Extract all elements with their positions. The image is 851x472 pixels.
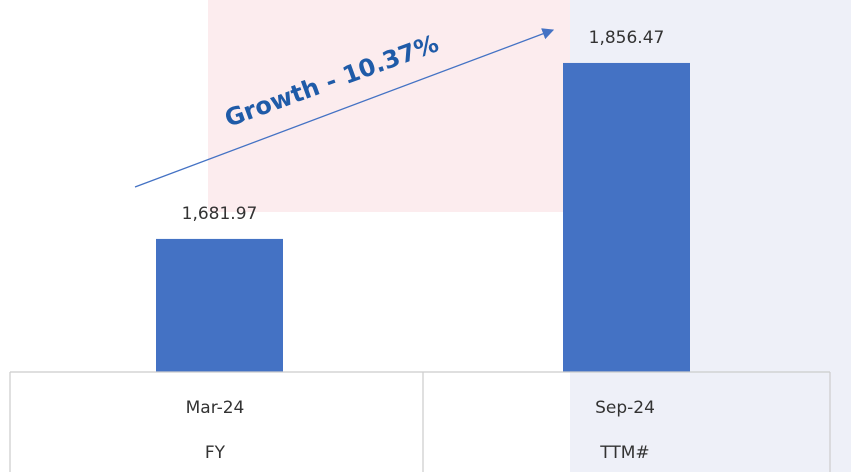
growth-arrow (134, 28, 555, 188)
bar (563, 62, 690, 373)
value-label: 1,856.47 (589, 28, 665, 48)
value-label: 1,681.97 (182, 204, 258, 224)
category-table (9, 371, 831, 472)
period-label: FY (205, 443, 226, 463)
category-label: Sep-24 (595, 398, 655, 418)
highlight-background (208, 0, 570, 212)
bar (156, 238, 283, 372)
category-label: Mar-24 (186, 398, 245, 418)
period-label: TTM# (599, 443, 649, 463)
